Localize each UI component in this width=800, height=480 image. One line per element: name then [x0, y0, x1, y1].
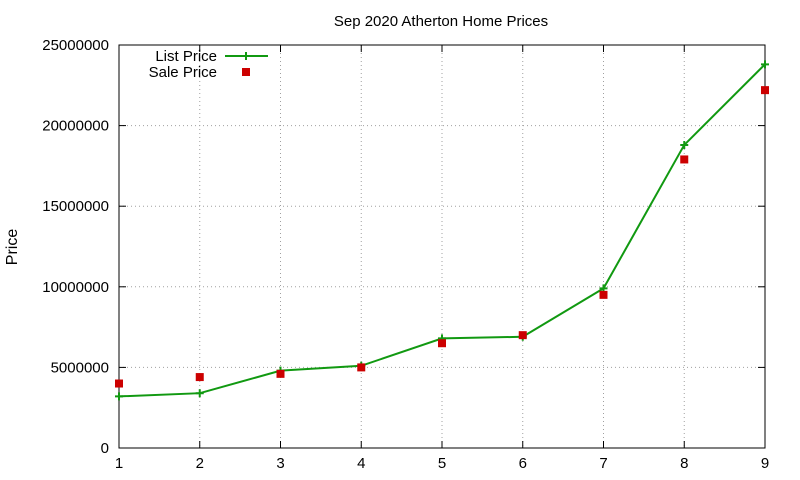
list-price-point	[195, 389, 204, 398]
x-tick-label: 1	[115, 455, 123, 472]
y-tick-label: 15000000	[42, 198, 109, 215]
sale-price-point	[357, 363, 366, 372]
y-axis-label: Price	[4, 229, 21, 266]
list-price-point	[115, 392, 123, 401]
list-price-point	[680, 140, 689, 149]
y-tick-label: 10000000	[42, 279, 109, 296]
sale-price-point	[195, 373, 204, 382]
x-tick-label: 8	[680, 455, 688, 472]
series-layer	[115, 60, 769, 401]
y-axis-ticks: 0 5000000 10000000 15000000 20000000 25000000	[42, 37, 765, 457]
x-tick-label: 2	[196, 455, 204, 472]
sale-price-point	[599, 290, 608, 299]
x-tick-label: 4	[357, 455, 365, 472]
plot-frame	[118, 44, 766, 449]
legend-label: Sale Price	[149, 64, 217, 81]
y-tick-label: 0	[101, 440, 109, 457]
y-tick-label: 25000000	[42, 37, 109, 54]
sale-price-point	[276, 369, 285, 378]
legend-swatch-marker	[242, 52, 250, 60]
sale-price-point	[518, 331, 527, 340]
y-tick-label: 20000000	[42, 118, 109, 135]
series-1	[115, 86, 769, 388]
sale-price-point	[680, 155, 689, 164]
y-tick-label: 5000000	[51, 359, 109, 376]
grid	[119, 45, 765, 448]
x-tick-label: 9	[761, 455, 769, 472]
sale-price-point	[438, 339, 446, 348]
legend-swatch-marker	[242, 68, 250, 76]
sale-price-point	[761, 86, 769, 95]
sale-price-point	[115, 379, 123, 388]
x-tick-label: 7	[599, 455, 607, 472]
x-tick-label: 6	[519, 455, 527, 472]
chart-title: Sep 2020 Atherton Home Prices	[334, 13, 548, 30]
list-price-point	[761, 60, 769, 69]
x-tick-label: 3	[276, 455, 284, 472]
x-tick-label: 5	[438, 455, 446, 472]
legend-label: List Price	[155, 48, 217, 65]
